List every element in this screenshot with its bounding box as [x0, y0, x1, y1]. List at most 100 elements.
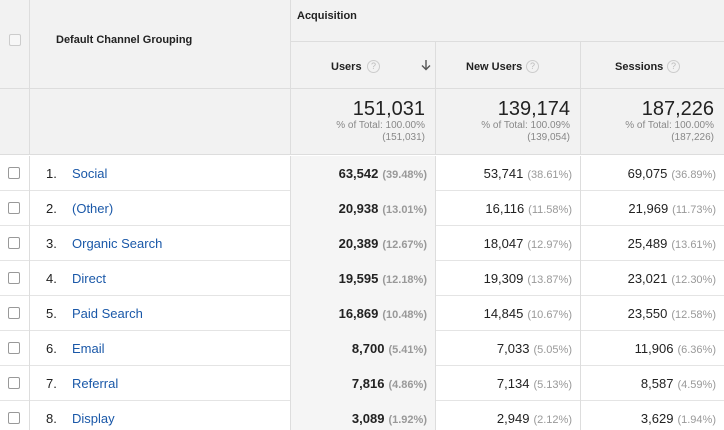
row-index: 4. [46, 271, 57, 286]
row-checkbox-cell [0, 366, 30, 401]
sessions-cell: 23,550 (12.58%) [581, 296, 724, 331]
sessions-value: 21,969 [628, 201, 669, 216]
row-checkbox[interactable] [8, 342, 20, 354]
row-index: 3. [46, 236, 57, 251]
sessions-value: 25,489 [627, 236, 668, 251]
row-dimension-cell: 2. (Other) [30, 191, 291, 226]
sessions-cell: 3,629 (1.94%) [581, 401, 724, 430]
users-value: 19,595 [338, 271, 379, 286]
new-users-value: 2,949 [496, 411, 530, 426]
total-new-users-value: 139,174 [497, 98, 570, 120]
total-new-users-pct: % of Total: 100.09% [481, 120, 570, 131]
row-checkbox[interactable] [8, 412, 20, 424]
sessions-percent: (13.61%) [671, 239, 716, 251]
total-new-users-abs: (139,054) [527, 132, 570, 143]
channel-link[interactable]: Display [72, 411, 115, 426]
table-row: 7. Referral 7,816 (4.86%) 7,134 (5.13%) 8,587 (… [0, 366, 724, 401]
sessions-percent: (36.89%) [671, 169, 716, 181]
sessions-value: 23,021 [627, 271, 668, 286]
users-value: 3,089 [351, 411, 385, 426]
channel-link[interactable]: Paid Search [72, 306, 143, 321]
dimension-header[interactable]: Default Channel Grouping [30, 0, 291, 89]
new-users-percent: (13.87%) [527, 274, 572, 286]
row-dimension-cell: 6. Email [30, 331, 291, 366]
row-index: 1. [46, 166, 57, 181]
new-users-value: 7,033 [496, 341, 530, 356]
users-cell: 7,816 (4.86%) [291, 366, 436, 401]
row-checkbox[interactable] [8, 307, 20, 319]
row-dimension-cell: 1. Social [30, 156, 291, 191]
total-sessions: 187,226 % of Total: 100.00% (187,226) [581, 89, 724, 155]
new-users-percent: (5.05%) [533, 344, 572, 356]
column-header-users[interactable]: Users ? [291, 42, 436, 89]
row-index: 7. [46, 376, 57, 391]
new-users-value: 53,741 [483, 166, 524, 181]
users-cell: 20,389 (12.67%) [291, 226, 436, 261]
new-users-percent: (11.58%) [528, 204, 572, 216]
channel-link[interactable]: Email [72, 341, 105, 356]
sessions-percent: (6.36%) [677, 344, 716, 356]
table-header: Default Channel Grouping Acquisition Use… [0, 0, 724, 89]
new-users-percent: (5.13%) [533, 379, 572, 391]
question-circle-icon[interactable]: ? [526, 60, 539, 73]
sessions-value: 69,075 [627, 166, 668, 181]
users-percent: (5.41%) [388, 344, 427, 356]
channel-link[interactable]: Referral [72, 376, 119, 391]
users-column-label: Users [331, 61, 362, 73]
table-row: 1. Social 63,542 (39.48%) 53,741 (38.61%) 69,0… [0, 156, 724, 191]
sessions-percent: (1.94%) [677, 414, 716, 426]
acquisition-label: Acquisition [297, 10, 357, 22]
channel-link[interactable]: Social [72, 166, 108, 181]
row-checkbox-cell [0, 331, 30, 366]
sessions-cell: 25,489 (13.61%) [581, 226, 724, 261]
users-value: 63,542 [338, 166, 379, 181]
question-circle-icon[interactable]: ? [367, 60, 380, 73]
row-checkbox-cell [0, 156, 30, 191]
row-checkbox[interactable] [8, 272, 20, 284]
arrow-down-icon[interactable] [419, 58, 433, 72]
new-users-percent: (38.61%) [527, 169, 572, 181]
users-cell: 3,089 (1.92%) [291, 401, 436, 430]
users-cell: 20,938 (13.01%) [291, 191, 436, 226]
users-cell: 63,542 (39.48%) [291, 156, 436, 191]
row-checkbox[interactable] [8, 202, 20, 214]
column-header-new-users[interactable]: New Users ? [436, 42, 581, 89]
table-row: 4. Direct 19,595 (12.18%) 19,309 (13.87%) 23,0… [0, 261, 724, 296]
users-percent: (12.18%) [382, 274, 427, 286]
users-percent: (13.01%) [382, 204, 427, 216]
table-row: 8. Display 3,089 (1.92%) 2,949 (2.12%) 3,629 (1… [0, 401, 724, 430]
channel-link[interactable]: Direct [72, 271, 106, 286]
new-users-cell: 18,047 (12.97%) [436, 226, 581, 261]
users-cell: 16,869 (10.48%) [291, 296, 436, 331]
new-users-cell: 14,845 (10.67%) [436, 296, 581, 331]
question-circle-icon[interactable]: ? [667, 60, 680, 73]
sessions-value: 8,587 [640, 376, 674, 391]
row-checkbox[interactable] [8, 167, 20, 179]
sessions-cell: 11,906 (6.36%) [581, 331, 724, 366]
channel-link[interactable]: Organic Search [72, 236, 163, 251]
sessions-cell: 69,075 (36.89%) [581, 156, 724, 191]
select-all-checkbox[interactable] [9, 34, 21, 46]
new-users-cell: 7,033 (5.05%) [436, 331, 581, 366]
row-checkbox-cell [0, 226, 30, 261]
acquisition-group-header: Acquisition [291, 0, 724, 42]
row-checkbox-cell [0, 191, 30, 226]
new-users-percent: (10.67%) [527, 309, 572, 321]
row-checkbox-cell [0, 401, 30, 430]
new-users-cell: 53,741 (38.61%) [436, 156, 581, 191]
new-users-cell: 19,309 (13.87%) [436, 261, 581, 296]
sessions-value: 23,550 [627, 306, 668, 321]
channel-link[interactable]: (Other) [72, 201, 114, 216]
totals-checkbox-cell [0, 89, 30, 155]
column-header-sessions[interactable]: Sessions ? [581, 42, 724, 89]
totals-dimension-cell [30, 89, 291, 155]
new-users-value: 19,309 [483, 271, 524, 286]
row-index: 2. [46, 201, 57, 216]
total-sessions-abs: (187,226) [671, 132, 714, 143]
table-row: 6. Email 8,700 (5.41%) 7,033 (5.05%) 11,906 (6.… [0, 331, 724, 366]
row-checkbox[interactable] [8, 377, 20, 389]
row-dimension-cell: 5. Paid Search [30, 296, 291, 331]
new-users-cell: 7,134 (5.13%) [436, 366, 581, 401]
row-index: 5. [46, 306, 57, 321]
row-checkbox[interactable] [8, 237, 20, 249]
